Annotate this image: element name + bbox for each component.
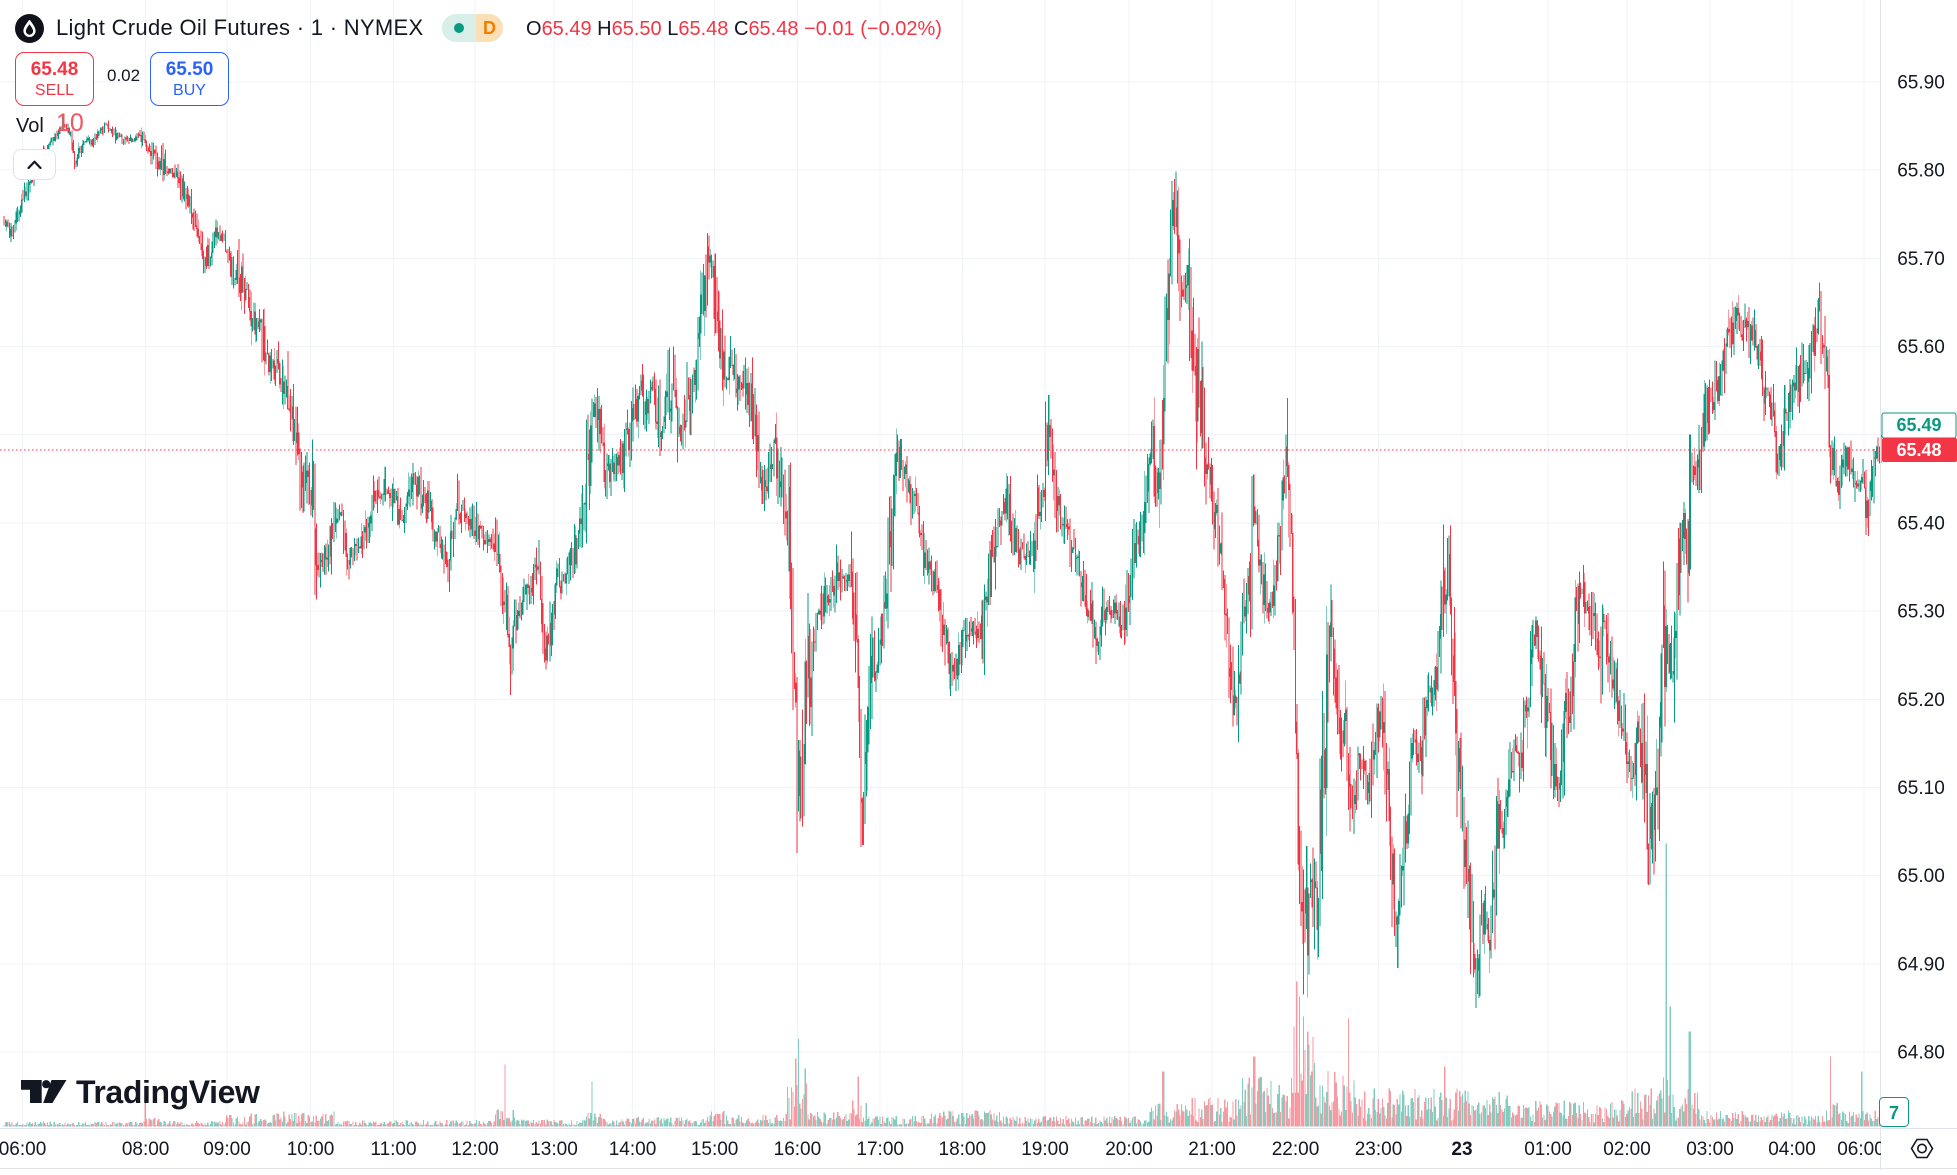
svg-text:13:00: 13:00 [530, 1139, 578, 1160]
svg-text:10:00: 10:00 [287, 1139, 335, 1160]
svg-text:02:00: 02:00 [1603, 1139, 1651, 1160]
svg-text:04:00: 04:00 [1768, 1139, 1816, 1160]
svg-text:21:00: 21:00 [1188, 1139, 1236, 1160]
svg-text:65.20: 65.20 [1897, 690, 1945, 711]
svg-text:65.00: 65.00 [1897, 866, 1945, 887]
svg-text:65.90: 65.90 [1897, 73, 1945, 94]
svg-text:06:00: 06:00 [1837, 1139, 1885, 1160]
svg-text:06:00: 06:00 [0, 1139, 46, 1160]
svg-text:01:00: 01:00 [1524, 1139, 1572, 1160]
svg-text:23:00: 23:00 [1355, 1139, 1403, 1160]
svg-text:09:00: 09:00 [203, 1139, 251, 1160]
svg-text:65.70: 65.70 [1897, 249, 1945, 270]
svg-text:15:00: 15:00 [691, 1139, 739, 1160]
svg-text:17:00: 17:00 [856, 1139, 904, 1160]
svg-text:TradingView: TradingView [76, 1080, 260, 1110]
svg-text:65.49: 65.49 [1896, 415, 1941, 435]
svg-text:64.80: 64.80 [1897, 1043, 1945, 1064]
svg-text:65.80: 65.80 [1897, 161, 1945, 182]
svg-text:23: 23 [1451, 1139, 1472, 1160]
svg-text:12:00: 12:00 [451, 1139, 499, 1160]
svg-text:03:00: 03:00 [1686, 1139, 1734, 1160]
svg-text:65.10: 65.10 [1897, 778, 1945, 799]
svg-text:18:00: 18:00 [939, 1139, 987, 1160]
svg-text:65.30: 65.30 [1897, 602, 1945, 623]
svg-text:22:00: 22:00 [1272, 1139, 1320, 1160]
svg-text:65.48: 65.48 [1896, 440, 1941, 460]
svg-text:20:00: 20:00 [1105, 1139, 1153, 1160]
svg-text:65.40: 65.40 [1897, 513, 1945, 534]
svg-text:16:00: 16:00 [774, 1139, 822, 1160]
svg-text:7: 7 [1889, 1103, 1899, 1123]
svg-text:65.60: 65.60 [1897, 337, 1945, 358]
svg-text:64.90: 64.90 [1897, 954, 1945, 975]
svg-text:19:00: 19:00 [1021, 1139, 1069, 1160]
svg-text:11:00: 11:00 [370, 1139, 416, 1160]
svg-text:08:00: 08:00 [122, 1139, 170, 1160]
svg-text:14:00: 14:00 [609, 1139, 657, 1160]
